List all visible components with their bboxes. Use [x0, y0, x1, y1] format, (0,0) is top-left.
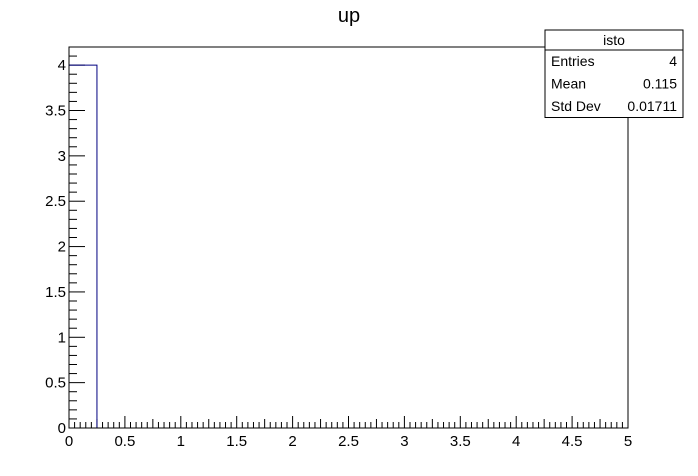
- plot-frame-rect: [68, 46, 629, 429]
- x-tick-label: 1.5: [226, 433, 247, 450]
- stats-box-frame: [544, 29, 684, 118]
- y-tick-label: 0.5: [45, 375, 66, 392]
- histogram-bin: [69, 64, 628, 429]
- plot-frame: [68, 46, 629, 429]
- axes: 0 0.5 1 1.5 2 2.5 3 3.5 4 4.5 5 0 0.5 1 1.5 2 2.5 3 3.5 4: [45, 46, 632, 450]
- stats-label: Std Dev: [551, 98, 601, 114]
- x-tick-label: 1: [177, 433, 185, 450]
- y-tick-label: 0: [58, 420, 66, 437]
- x-tick-label: 4.5: [562, 433, 583, 450]
- x-tick-label: 4: [512, 433, 520, 450]
- y-tick-label: 4: [58, 57, 66, 74]
- y-tick-label: 1: [58, 329, 66, 346]
- histogram-bins: [69, 64, 628, 429]
- stats-value: 0.115: [643, 76, 677, 92]
- stats-label: Mean: [551, 76, 586, 92]
- stats-value: 0.01711: [627, 98, 677, 114]
- x-tick-label: 3.5: [450, 433, 471, 450]
- stats-label: Entries: [551, 53, 595, 69]
- y-tick-label: 2.5: [45, 193, 66, 210]
- stats-value: 4: [669, 53, 677, 69]
- x-tick-label: 5: [624, 433, 632, 450]
- x-tick-label: 0: [65, 433, 73, 450]
- y-tick-label: 1.5: [45, 284, 66, 301]
- stats-box-name: isto: [603, 32, 625, 48]
- x-tick-label: 2.5: [338, 433, 359, 450]
- y-tick-label: 3: [58, 148, 66, 165]
- x-tick-label: 0.5: [114, 433, 135, 450]
- y-tick-label: 3.5: [45, 103, 66, 120]
- stats-box: isto Entries 4 Mean 0.115 Std Dev 0.01711: [544, 29, 684, 118]
- chart-title: up: [338, 5, 360, 27]
- x-tick-label: 2: [288, 433, 296, 450]
- y-tick-label: 2: [58, 239, 66, 256]
- x-tick-label: 3: [400, 433, 408, 450]
